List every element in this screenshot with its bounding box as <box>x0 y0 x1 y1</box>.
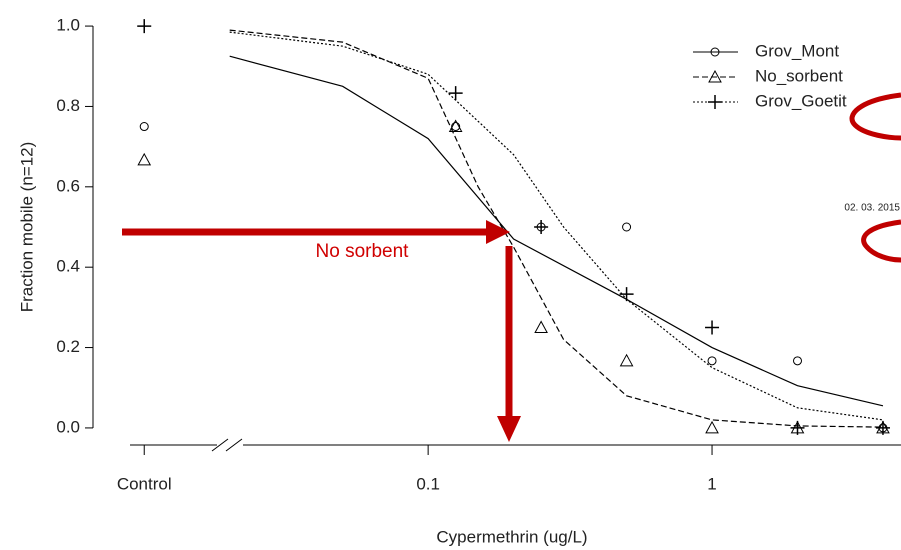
y-tick-label: 0.6 <box>56 176 80 195</box>
legend-label: Grov_Goetit <box>755 91 847 110</box>
x-tick-label: 0.1 <box>416 474 440 493</box>
y-tick-label: 0.2 <box>56 337 80 356</box>
arrow-head <box>486 220 510 244</box>
legend-label: Grov_Mont <box>755 41 839 60</box>
y-axis-label: Fraction mobile (n=12) <box>17 142 36 313</box>
marker <box>534 220 549 234</box>
marker <box>448 86 463 101</box>
fit-curve <box>229 31 884 421</box>
marker <box>708 95 722 109</box>
y-tick-label: 0.4 <box>56 257 80 276</box>
legend-label: No_sorbent <box>755 66 843 85</box>
fit-curve <box>229 29 883 428</box>
marker <box>708 69 722 83</box>
x-axis-label: Cypermethrin (ug/L) <box>436 527 587 546</box>
x-tick-label: Control <box>117 474 172 493</box>
marker <box>622 222 632 232</box>
marker <box>137 19 152 34</box>
marker <box>790 420 805 435</box>
date: 02. 03. 2015 <box>844 203 900 214</box>
marker <box>619 287 634 302</box>
marker <box>451 122 461 132</box>
fit-curve <box>229 55 884 407</box>
marker <box>707 356 717 366</box>
marker <box>710 47 720 57</box>
marker <box>705 320 720 335</box>
marker <box>705 420 719 434</box>
marker <box>139 122 149 132</box>
marker <box>619 353 634 367</box>
y-tick-label: 0.0 <box>56 417 80 436</box>
y-tick-label: 1.0 <box>56 16 80 35</box>
decoration-ellipse <box>849 92 901 141</box>
axis-break <box>225 438 243 452</box>
x-tick-label: 1 <box>707 474 716 493</box>
annotation: No sorbent <box>316 241 410 262</box>
y-tick-label: 0.8 <box>56 96 80 115</box>
marker <box>448 119 463 133</box>
marker <box>137 152 152 166</box>
marker <box>534 320 548 333</box>
marker <box>875 420 890 435</box>
arrow-head <box>497 416 521 442</box>
marker <box>793 356 803 366</box>
axis-break <box>211 438 229 452</box>
decoration-ellipse <box>861 219 901 263</box>
